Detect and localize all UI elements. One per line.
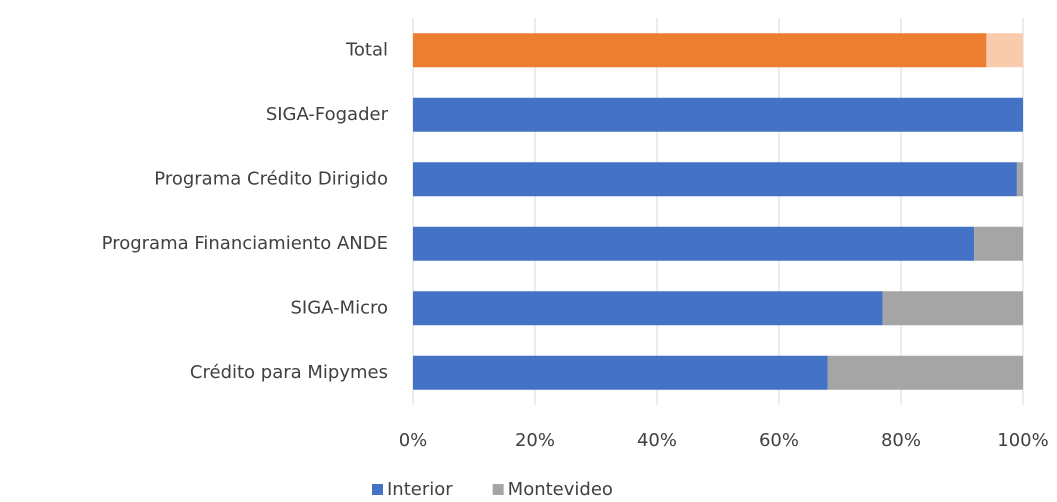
bar — [413, 355, 828, 390]
bar — [413, 162, 1017, 197]
y-tick-label: Programa Financiamiento ANDE — [102, 233, 388, 254]
y-tick-label: Crédito para Mipymes — [190, 362, 388, 383]
bar — [882, 291, 1023, 326]
bar — [413, 97, 1023, 132]
bar — [986, 33, 1023, 68]
x-tick-label: 0% — [399, 430, 428, 451]
x-tick-label: 60% — [759, 430, 799, 451]
x-tick-label: 100% — [997, 430, 1048, 451]
bar — [974, 226, 1023, 261]
x-tick-label: 80% — [881, 430, 921, 451]
x-tick-label: 20% — [515, 430, 555, 451]
legend-label: Interior — [387, 479, 453, 500]
bar — [413, 291, 883, 326]
bar — [1016, 162, 1023, 197]
y-tick-label: Total — [345, 39, 388, 60]
y-tick-label: SIGA-Micro — [290, 297, 388, 318]
legend-label: Montevideo — [508, 479, 613, 500]
y-tick-label: Programa Crédito Dirigido — [154, 168, 388, 189]
legend-swatch — [492, 484, 504, 495]
bar — [413, 33, 987, 68]
x-tick-label: 40% — [637, 430, 677, 451]
bar — [413, 226, 975, 261]
bar — [827, 355, 1023, 390]
legend-swatch — [372, 484, 383, 495]
y-tick-label: SIGA-Fogader — [266, 104, 389, 125]
